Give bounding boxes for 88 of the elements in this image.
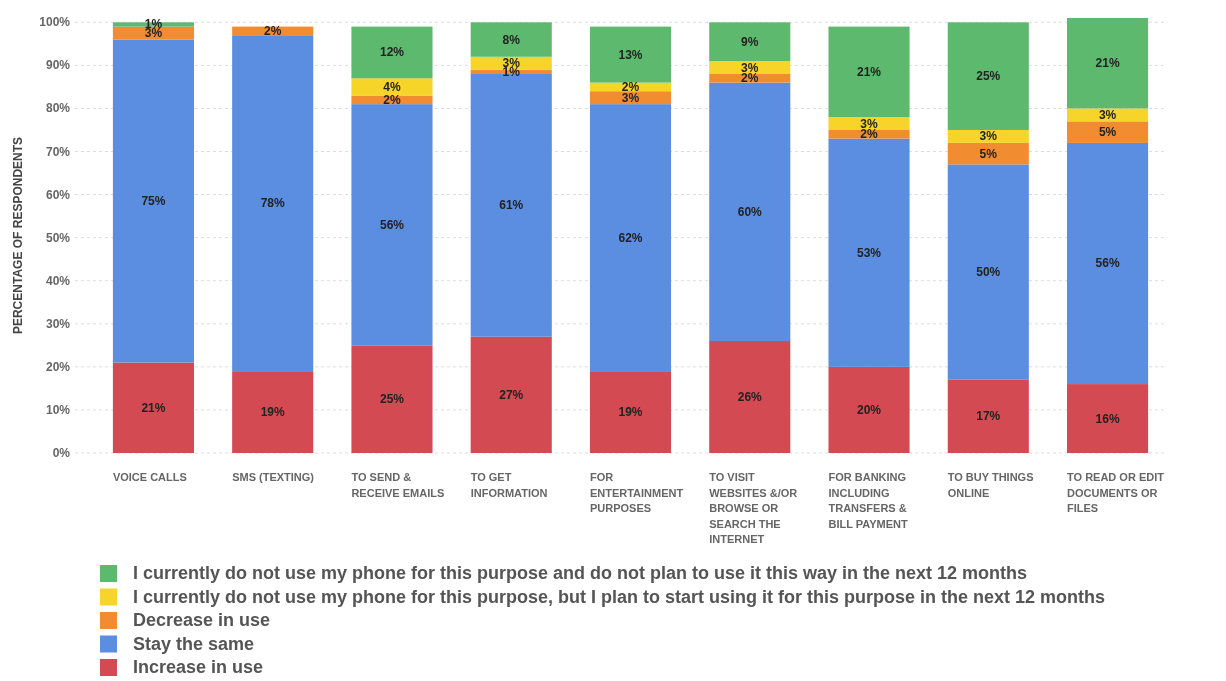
data-label: 62% <box>618 230 643 245</box>
data-label: 3% <box>1098 107 1117 122</box>
bar <box>232 35 314 372</box>
x-tick-label: TO READ OR EDIT DOCUMENTS OR FILES <box>1067 471 1165 514</box>
bar <box>828 138 910 367</box>
x-tick-label: TO SEND & RECEIVE EMAILS <box>351 471 445 499</box>
data-label: 5% <box>1098 125 1117 140</box>
y-tick-label: 80% <box>45 101 71 116</box>
data-label: 78% <box>260 196 286 211</box>
bar <box>947 164 1029 380</box>
bar <box>351 78 433 96</box>
bar <box>1067 384 1149 453</box>
x-tick-label: TO VISIT WEBSITES &/OR BROWSE OR SEARCH THE INTERNET <box>709 471 798 545</box>
bar <box>351 104 433 346</box>
bar <box>112 39 194 363</box>
data-label: 2% <box>264 23 282 38</box>
data-label: 27% <box>499 387 524 402</box>
legend-label: I currently do not use my phone for this purpose, but I plan to start using it for this purpose in the next 12 months <box>133 586 1106 607</box>
y-tick-label: 90% <box>45 58 71 73</box>
bar <box>828 129 910 139</box>
bar <box>947 142 1029 165</box>
data-label: 8% <box>502 32 521 47</box>
data-label: 17% <box>976 409 1001 424</box>
bar <box>470 22 552 57</box>
data-label: 2% <box>383 92 401 107</box>
bar <box>947 379 1029 453</box>
data-label: 19% <box>260 405 286 420</box>
bar <box>828 26 910 118</box>
data-label: 9% <box>741 34 759 49</box>
bar <box>1067 142 1149 385</box>
y-tick-label: 100% <box>39 15 71 30</box>
bar <box>828 366 910 453</box>
data-label: 21% <box>857 64 882 79</box>
x-tick-label: SMS (TEXTING) <box>232 471 315 483</box>
bar <box>589 104 672 372</box>
data-label: 20% <box>857 402 882 417</box>
data-label: 21% <box>141 400 166 415</box>
bar <box>589 371 672 453</box>
bar <box>709 22 791 62</box>
bar <box>709 82 791 342</box>
data-label: 16% <box>1095 411 1120 426</box>
data-label: 2% <box>860 127 879 142</box>
data-label: 25% <box>976 69 1001 84</box>
data-label: 61% <box>499 198 524 213</box>
x-tick-label: VOICE CALLS <box>112 471 187 483</box>
data-label: 3% <box>979 129 998 144</box>
y-tick-label: 70% <box>45 144 71 159</box>
legend-label: Increase in use <box>133 657 264 677</box>
y-tick-label: 10% <box>45 402 71 417</box>
y-tick-label: 30% <box>45 316 71 331</box>
bar <box>232 371 314 453</box>
y-axis-title: PERCENTAGE OF RESPONDENTS <box>11 136 25 335</box>
x-tick-label: FOR BANKING INCLUDING TRANSFERS & BILL PAYMENT <box>828 471 909 530</box>
data-label: 2% <box>741 71 759 86</box>
bar <box>589 26 672 83</box>
data-label: 25% <box>379 392 405 407</box>
data-label: 50% <box>976 265 1001 280</box>
data-label: 56% <box>1095 256 1120 271</box>
bar <box>709 341 791 453</box>
data-label: 21% <box>1095 56 1120 71</box>
x-tick-label: TO GET INFORMATION <box>470 471 548 499</box>
y-tick-label: 0% <box>52 446 71 460</box>
x-tick-label: TO BUY THINGS ONLINE <box>947 471 1034 499</box>
data-label: 13% <box>618 47 643 62</box>
legend-label: Stay the same <box>133 633 255 654</box>
bar <box>351 26 433 79</box>
data-label: 56% <box>379 217 405 232</box>
bar <box>947 22 1029 130</box>
y-tick-label: 50% <box>45 230 71 245</box>
bar <box>351 345 433 453</box>
bar <box>112 362 194 453</box>
data-label: 4% <box>383 79 401 94</box>
legend-label: Decrease in use <box>133 610 271 630</box>
bar <box>1067 18 1149 109</box>
y-tick-label: 60% <box>45 187 71 202</box>
data-label: 19% <box>618 405 643 420</box>
x-tick-label: FOR ENTERTAINMENT PURPOSES <box>589 471 684 514</box>
data-label: 26% <box>737 390 763 405</box>
bar <box>1067 121 1149 143</box>
data-label: 12% <box>379 45 405 60</box>
data-label: 60% <box>737 204 763 219</box>
data-label: 75% <box>141 194 166 209</box>
data-label: 5% <box>979 146 998 161</box>
y-tick-label: 20% <box>45 359 71 374</box>
data-label: 53% <box>857 245 882 260</box>
legend-label: I currently do not use my phone for this purpose and do not plan to use it this way in the next 12 months <box>133 563 1028 583</box>
y-tick-label: 40% <box>45 273 71 288</box>
bar <box>470 336 552 453</box>
